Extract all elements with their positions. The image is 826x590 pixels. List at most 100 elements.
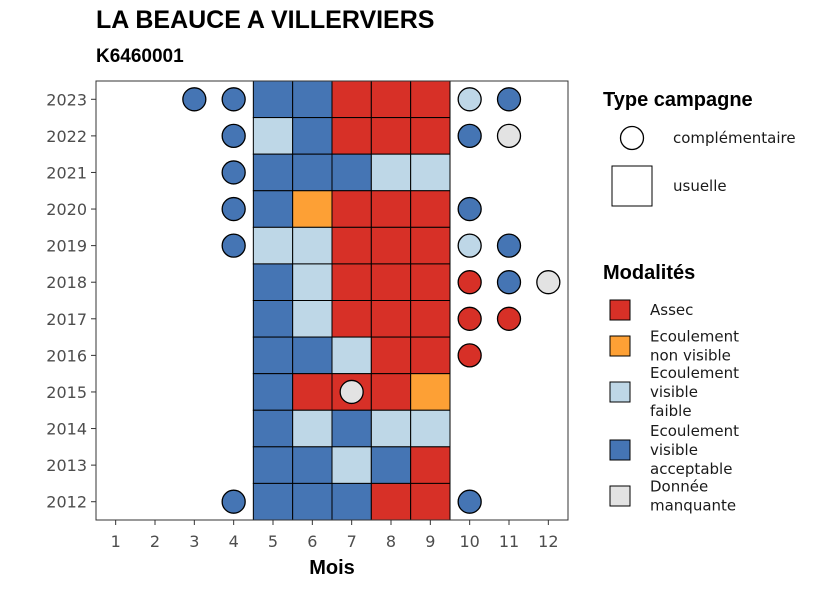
x-axis: 1 2 3 4 5 6 7 8 9 10 11 12 bbox=[111, 520, 559, 551]
cell-usuelle bbox=[410, 190, 451, 228]
dot-complementaire bbox=[457, 123, 482, 149]
cell-usuelle bbox=[410, 336, 451, 375]
x-tick-label: 3 bbox=[189, 532, 199, 551]
cell-usuelle bbox=[331, 263, 372, 301]
cell-usuelle bbox=[252, 373, 294, 411]
dot-complementaire bbox=[221, 87, 246, 112]
y-tick-label: 2019 bbox=[46, 237, 87, 256]
cell-usuelle bbox=[292, 373, 333, 411]
x-tick-label: 11 bbox=[499, 532, 519, 551]
x-tick-label: 12 bbox=[538, 532, 558, 551]
cell-usuelle bbox=[370, 482, 412, 521]
cell-usuelle bbox=[370, 190, 412, 228]
legend-label-modalite: Ecoulement bbox=[650, 328, 739, 346]
cell-usuelle bbox=[292, 117, 333, 155]
y-tick-label: 2012 bbox=[46, 493, 87, 512]
x-tick-label: 4 bbox=[229, 532, 239, 551]
cell-usuelle bbox=[292, 153, 333, 192]
complementaire-dots bbox=[182, 87, 561, 514]
legend-label-modalite: acceptable bbox=[650, 460, 732, 478]
cell-usuelle bbox=[370, 226, 412, 265]
cell-usuelle bbox=[292, 482, 333, 521]
cell-usuelle bbox=[331, 80, 372, 119]
cell-usuelle bbox=[410, 482, 451, 521]
x-tick-label: 10 bbox=[459, 532, 479, 551]
legend-title-campagne: Type campagne bbox=[603, 89, 753, 111]
cell-usuelle bbox=[292, 336, 333, 375]
cell-usuelle bbox=[370, 117, 412, 155]
y-tick-label: 2023 bbox=[46, 90, 87, 109]
dot-complementaire bbox=[496, 306, 522, 331]
dot-complementaire bbox=[457, 343, 482, 368]
legend-label-modalite: Donnée bbox=[650, 478, 708, 496]
y-tick-label: 2020 bbox=[46, 200, 87, 219]
usuelle-cells bbox=[252, 80, 451, 521]
legend-key-square bbox=[611, 165, 653, 207]
legend-type-campagne: Type campagne complémentaire usuelle bbox=[603, 89, 796, 207]
cell-usuelle bbox=[292, 263, 333, 301]
x-tick-label: 9 bbox=[425, 532, 435, 551]
legend-label-modalite: Ecoulement bbox=[650, 364, 739, 382]
dot-complementaire bbox=[457, 87, 482, 112]
cell-usuelle bbox=[331, 409, 372, 448]
cell-usuelle bbox=[292, 446, 333, 484]
dot-complementaire bbox=[182, 87, 207, 112]
legend-title-modalites: Modalités bbox=[603, 262, 695, 284]
x-tick-label: 8 bbox=[386, 532, 396, 551]
x-tick-label: 7 bbox=[347, 532, 357, 551]
dot-complementaire bbox=[221, 123, 246, 149]
dot-complementaire bbox=[221, 489, 246, 514]
dot-complementaire bbox=[221, 160, 246, 185]
legend-label-modalite: visible bbox=[650, 383, 698, 401]
cell-usuelle bbox=[410, 300, 451, 338]
cell-usuelle bbox=[252, 117, 294, 155]
dot-complementaire bbox=[221, 196, 246, 222]
cell-usuelle bbox=[370, 153, 412, 192]
dot-complementaire bbox=[496, 123, 522, 149]
cell-usuelle bbox=[331, 336, 372, 375]
dot-complementaire bbox=[496, 87, 522, 112]
legend-label-modalite: manquante bbox=[650, 497, 736, 515]
dot-complementaire bbox=[536, 270, 561, 295]
cell-usuelle bbox=[410, 263, 451, 301]
cell-usuelle bbox=[331, 446, 372, 484]
cell-usuelle bbox=[252, 153, 294, 192]
panel-border bbox=[95, 80, 569, 521]
legend-label-campagne: complémentaire bbox=[673, 129, 796, 147]
cell-usuelle bbox=[410, 153, 451, 192]
cell-usuelle bbox=[331, 300, 372, 338]
legend-swatch bbox=[609, 381, 631, 403]
legend-label-modalite: Assec bbox=[650, 301, 693, 319]
cell-usuelle bbox=[331, 190, 372, 228]
dot-complementaire bbox=[496, 233, 522, 258]
y-tick-label: 2013 bbox=[46, 456, 87, 475]
cell-usuelle bbox=[370, 336, 412, 375]
dot-complementaire bbox=[457, 196, 482, 222]
cell-usuelle bbox=[370, 409, 412, 448]
legend-label-modalite: Ecoulement bbox=[650, 422, 739, 440]
cell-usuelle bbox=[252, 409, 294, 448]
x-tick-label: 2 bbox=[150, 532, 160, 551]
cell-usuelle bbox=[252, 80, 294, 119]
y-axis: 2023 2022 2021 2020 2019 2018 2017 2016 2015 2014… bbox=[46, 90, 96, 512]
x-tick-label: 5 bbox=[268, 532, 278, 551]
cell-usuelle bbox=[252, 263, 294, 301]
dot-complementaire bbox=[457, 306, 482, 331]
cell-usuelle bbox=[252, 446, 294, 484]
cell-usuelle bbox=[252, 300, 294, 338]
cell-usuelle bbox=[410, 226, 451, 265]
cell-usuelle bbox=[331, 482, 372, 521]
x-axis-title: Mois bbox=[309, 557, 355, 579]
legend-swatch bbox=[609, 485, 631, 507]
legend-swatch bbox=[609, 439, 631, 461]
chart-title: LA BEAUCE A VILLERVIERS bbox=[96, 6, 435, 34]
y-tick-label: 2014 bbox=[46, 420, 87, 439]
cell-usuelle bbox=[292, 409, 333, 448]
dot-complementaire bbox=[457, 489, 482, 514]
dot-complementaire bbox=[457, 233, 482, 258]
chart-subtitle: K6460001 bbox=[96, 46, 184, 67]
x-tick-label: 6 bbox=[307, 532, 317, 551]
cell-usuelle bbox=[410, 80, 451, 119]
legend-label-modalite: visible bbox=[650, 441, 698, 459]
